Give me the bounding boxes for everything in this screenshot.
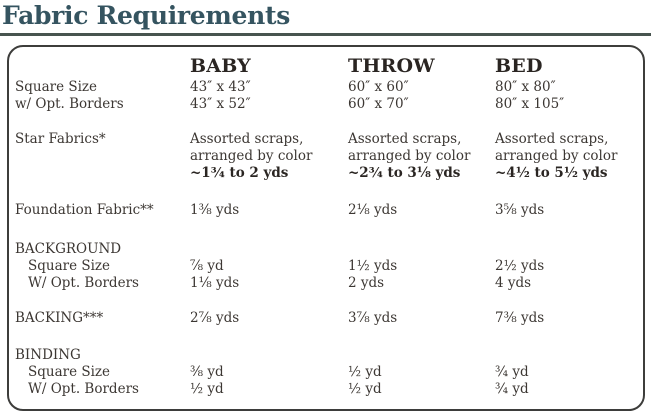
throw-value: 60″ x 60″ [348,79,409,95]
baby-value: 1⅜ yds [190,202,240,218]
row-label: Star Fabrics* [15,131,106,147]
bed-value: 80″ x 105″ [495,96,565,112]
throw-value: 2 yds [348,275,385,291]
row-label: Square Size [15,79,98,95]
table-row-backing: BACKING*** 2⅞ yds 3⅞ yds 7⅜ yds [15,310,643,327]
description-line: Assorted scraps, [190,131,304,147]
section-spacer [15,327,643,347]
page-header: Fabric Requirements [0,0,651,36]
description-line: arranged by color [190,148,313,164]
table-row-square-size: Square Size 43″ x 43″ 60″ x 60″ 80″ x 80… [15,79,643,96]
section-header-binding: BINDING [15,347,643,364]
section-label: BINDING [15,347,81,363]
baby-value: 43″ x 43″ [190,79,251,95]
bed-value: ¾ yd [495,364,529,380]
baby-value: 43″ x 52″ [190,96,251,112]
yardage-amount: ~4½ to 5½ yds [495,165,608,181]
bed-value: 80″ x 80″ [495,79,556,95]
table-row-foundation-fabric: Foundation Fabric** 1⅜ yds 2⅛ yds 3⅝ yds [15,202,643,219]
column-header-row: BABY THROW BED [15,55,643,79]
section-spacer [15,113,643,131]
yardage-amount: ~1¾ to 2 yds [190,165,289,181]
column-header-baby: BABY [190,55,251,77]
throw-value: 3⅞ yds [348,310,398,326]
yardage-amount: ~2¾ to 3⅛ yds [348,165,461,181]
description-line: Assorted scraps, [348,131,462,147]
throw-value: 2⅛ yds [348,202,398,218]
table-row-background-square-size: Square Size ⅞ yd 1½ yds 2½ yds [15,258,643,275]
baby-value: Assorted scraps, arranged by color ~1¾ t… [190,131,348,182]
description-line: arranged by color [348,148,471,164]
throw-value: Assorted scraps, arranged by color ~2¾ t… [348,131,495,182]
table-row-binding-square-size: Square Size ⅜ yd ½ yd ¾ yd [15,364,643,381]
column-header-throw: THROW [348,55,435,77]
description-line: arranged by color [495,148,618,164]
row-label: Square Size [28,258,111,274]
table-row-binding-opt-borders: W/ Opt. Borders ½ yd ½ yd ¾ yd [15,381,643,398]
bed-value: 4 yds [495,275,532,291]
row-label: Foundation Fabric** [15,202,154,218]
throw-value: 60″ x 70″ [348,96,409,112]
baby-value: ⅞ yd [190,258,224,274]
bed-value: 2½ yds [495,258,545,274]
bed-value: Assorted scraps, arranged by color ~4½ t… [495,131,643,182]
table-row-star-fabrics: Star Fabrics* Assorted scraps, arranged … [15,131,643,182]
row-label: w/ Opt. Borders [15,96,124,112]
baby-value: 2⅞ yds [190,310,240,326]
baby-value: ⅜ yd [190,364,224,380]
throw-value: ½ yd [348,364,382,380]
baby-value: 1⅛ yds [190,275,240,291]
column-header-bed: BED [495,55,543,77]
section-header-background: BACKGROUND [15,241,643,258]
table-row-opt-borders: w/ Opt. Borders 43″ x 52″ 60″ x 70″ 80″ … [15,96,643,113]
section-spacer [15,182,643,202]
throw-value: ½ yd [348,381,382,397]
baby-value: ½ yd [190,381,224,397]
description-line: Assorted scraps, [495,131,609,147]
row-label: W/ Opt. Borders [28,381,139,397]
row-label: BACKING*** [15,310,104,326]
page-title: Fabric Requirements [2,1,291,30]
bed-value: 7⅜ yds [495,310,545,326]
section-label: BACKGROUND [15,241,122,257]
fabric-requirements-box: BABY THROW BED Square Size 43″ x 43″ 60″… [7,45,645,411]
title-rule [0,33,651,36]
section-spacer [15,292,643,310]
table-row-background-opt-borders: W/ Opt. Borders 1⅛ yds 2 yds 4 yds [15,275,643,292]
throw-value: 1½ yds [348,258,398,274]
bed-value: 3⅝ yds [495,202,545,218]
bed-value: ¾ yd [495,381,529,397]
section-spacer [15,219,643,241]
row-label: W/ Opt. Borders [28,275,139,291]
row-label: Square Size [28,364,111,380]
